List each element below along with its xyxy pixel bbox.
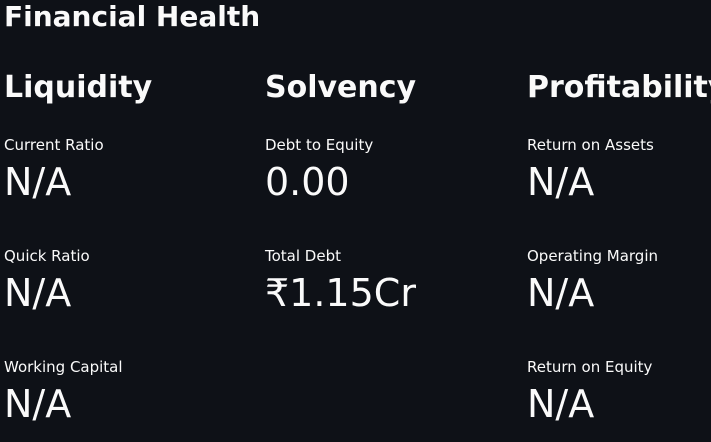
metric-label: Operating Margin [527, 247, 658, 265]
metric-label: Total Debt [265, 247, 341, 265]
liquidity-section: Liquidity Current Ratio N/A Quick Ratio … [4, 70, 254, 426]
metric-label: Debt to Equity [265, 136, 374, 154]
metric-quick-ratio: Quick Ratio N/A [4, 247, 254, 315]
metric-current-ratio: Current Ratio N/A [4, 136, 254, 204]
metric-operating-margin: Operating Margin N/A [527, 247, 711, 315]
metric-label: Current Ratio [4, 136, 104, 154]
section-title-profitability: Profitability [527, 70, 711, 105]
metric-value: N/A [4, 160, 72, 204]
metric-debt-to-equity: Debt to Equity 0.00 [265, 136, 515, 204]
section-title-solvency: Solvency [265, 70, 417, 105]
metric-value: N/A [4, 271, 72, 315]
metric-value: N/A [527, 160, 595, 204]
metric-return-on-equity: Return on Equity N/A [527, 358, 711, 426]
metric-label: Working Capital [4, 358, 123, 376]
metric-total-debt: Total Debt ₹1.15Cr [265, 247, 515, 315]
metric-value: N/A [4, 382, 72, 426]
metric-return-on-assets: Return on Assets N/A [527, 136, 711, 204]
solvency-section: Solvency Debt to Equity 0.00 Total Debt … [265, 70, 515, 315]
metric-value: 0.00 [265, 160, 350, 204]
metric-value: N/A [527, 382, 595, 426]
metric-value: N/A [527, 271, 595, 315]
section-title-liquidity: Liquidity [4, 70, 153, 105]
metric-working-capital: Working Capital N/A [4, 358, 254, 426]
profitability-section: Profitability Return on Assets N/A Opera… [527, 70, 711, 426]
metric-label: Return on Equity [527, 358, 653, 376]
metric-label: Return on Assets [527, 136, 654, 154]
metric-label: Quick Ratio [4, 247, 90, 265]
page-title: Financial Health [4, 0, 261, 33]
metric-value: ₹1.15Cr [265, 271, 416, 315]
